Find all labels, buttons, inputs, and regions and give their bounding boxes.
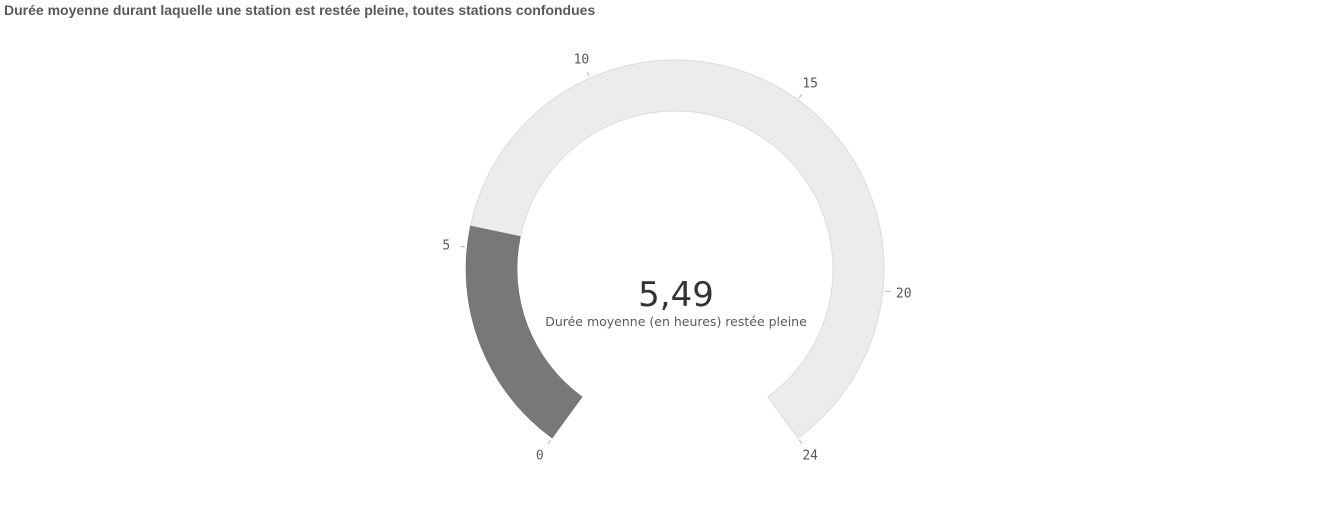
gauge-tick-mark bbox=[798, 439, 803, 445]
gauge-tick-mark bbox=[798, 93, 803, 99]
gauge-fill-bar bbox=[465, 225, 583, 439]
gauge-tick-label: 24 bbox=[802, 449, 818, 464]
gauge-measure-label: Durée moyenne (en heures) restée pleine bbox=[545, 314, 807, 329]
gauge-tick-mark bbox=[884, 290, 890, 293]
gauge-marks bbox=[465, 59, 885, 439]
gauge-tick-mark bbox=[547, 439, 552, 445]
gauge-tick-mark bbox=[460, 245, 466, 248]
gauge-tick-label: 20 bbox=[896, 287, 912, 302]
gauge-tick-label: 0 bbox=[536, 449, 544, 464]
gauge-ticks: 0 5 10 15 20 24 bbox=[442, 52, 911, 463]
gauge-tick-mark bbox=[586, 71, 590, 77]
gauge-value: 5,49 bbox=[638, 275, 714, 315]
gauge-tick-label: 15 bbox=[802, 76, 818, 91]
gauge-tick-label: 5 bbox=[442, 238, 450, 253]
gauge-track bbox=[465, 59, 885, 439]
gauge-tick-label: 10 bbox=[574, 52, 590, 67]
chart-title: Durée moyenne durant laquelle une statio… bbox=[4, 2, 596, 18]
